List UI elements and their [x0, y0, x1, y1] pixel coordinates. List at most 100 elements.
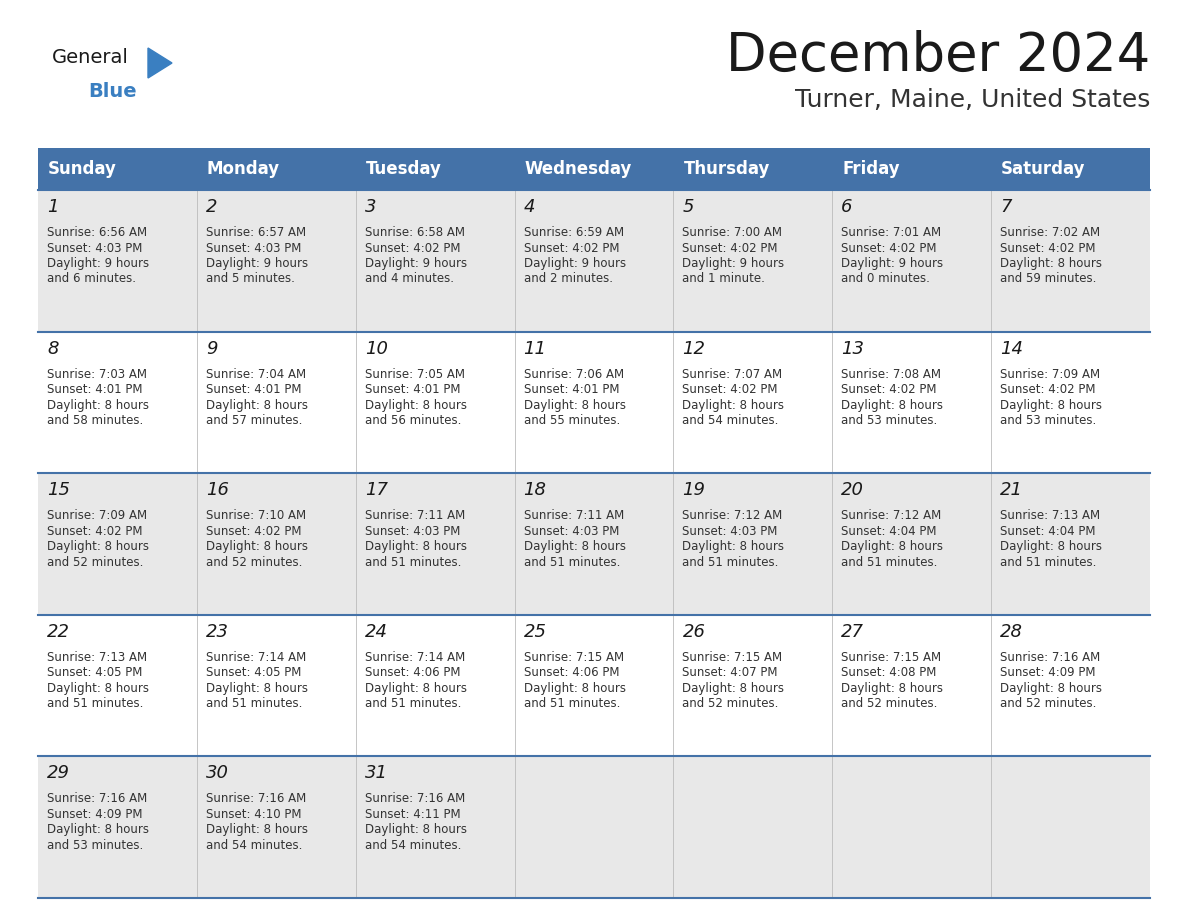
Text: Sunrise: 7:07 AM: Sunrise: 7:07 AM [682, 367, 783, 381]
Text: and 52 minutes.: and 52 minutes. [48, 555, 144, 568]
Text: Sunset: 4:02 PM: Sunset: 4:02 PM [1000, 383, 1095, 396]
Text: Sunset: 4:04 PM: Sunset: 4:04 PM [1000, 525, 1095, 538]
Text: and 51 minutes.: and 51 minutes. [365, 555, 461, 568]
Text: Sunrise: 7:13 AM: Sunrise: 7:13 AM [48, 651, 147, 664]
Text: Sunrise: 7:04 AM: Sunrise: 7:04 AM [206, 367, 307, 381]
Text: and 53 minutes.: and 53 minutes. [48, 839, 144, 852]
Text: 27: 27 [841, 622, 865, 641]
Text: Sunrise: 6:58 AM: Sunrise: 6:58 AM [365, 226, 465, 239]
Text: Daylight: 8 hours: Daylight: 8 hours [524, 682, 626, 695]
Text: Sunset: 4:02 PM: Sunset: 4:02 PM [682, 383, 778, 396]
Text: Turner, Maine, United States: Turner, Maine, United States [795, 88, 1150, 112]
Text: 22: 22 [48, 622, 70, 641]
Text: Sunset: 4:02 PM: Sunset: 4:02 PM [841, 383, 937, 396]
Text: Sunset: 4:07 PM: Sunset: 4:07 PM [682, 666, 778, 679]
Text: and 4 minutes.: and 4 minutes. [365, 273, 454, 285]
Text: December 2024: December 2024 [726, 30, 1150, 82]
Text: Friday: Friday [842, 160, 901, 178]
Text: Blue: Blue [88, 82, 137, 101]
Text: Sunrise: 7:11 AM: Sunrise: 7:11 AM [365, 509, 465, 522]
Text: Daylight: 8 hours: Daylight: 8 hours [841, 682, 943, 695]
Text: 29: 29 [48, 765, 70, 782]
Bar [991, 148, 1150, 190]
Bar [833, 148, 991, 190]
Text: Sunset: 4:05 PM: Sunset: 4:05 PM [48, 666, 143, 679]
Text: Sunrise: 7:14 AM: Sunrise: 7:14 AM [206, 651, 307, 664]
Text: and 51 minutes.: and 51 minutes. [365, 698, 461, 711]
Text: Sunrise: 7:13 AM: Sunrise: 7:13 AM [1000, 509, 1100, 522]
Text: 31: 31 [365, 765, 387, 782]
Text: Sunset: 4:03 PM: Sunset: 4:03 PM [206, 241, 302, 254]
Text: Sunday: Sunday [48, 160, 116, 178]
Text: 14: 14 [1000, 340, 1023, 358]
Text: Daylight: 8 hours: Daylight: 8 hours [48, 398, 148, 411]
Text: Sunrise: 6:59 AM: Sunrise: 6:59 AM [524, 226, 624, 239]
Text: 6: 6 [841, 198, 853, 216]
Text: Sunset: 4:02 PM: Sunset: 4:02 PM [682, 241, 778, 254]
Bar [38, 473, 1150, 615]
Text: 20: 20 [841, 481, 865, 499]
Text: Daylight: 8 hours: Daylight: 8 hours [365, 540, 467, 554]
Text: Sunset: 4:02 PM: Sunset: 4:02 PM [365, 241, 460, 254]
Text: 7: 7 [1000, 198, 1012, 216]
Bar [38, 190, 1150, 331]
Text: Sunrise: 6:57 AM: Sunrise: 6:57 AM [206, 226, 307, 239]
Text: Sunset: 4:10 PM: Sunset: 4:10 PM [206, 808, 302, 821]
Text: Sunset: 4:02 PM: Sunset: 4:02 PM [1000, 241, 1095, 254]
Text: Sunrise: 7:01 AM: Sunrise: 7:01 AM [841, 226, 941, 239]
Bar [38, 148, 197, 190]
Text: Daylight: 8 hours: Daylight: 8 hours [524, 540, 626, 554]
Text: Wednesday: Wednesday [525, 160, 632, 178]
Text: 30: 30 [206, 765, 229, 782]
Text: Daylight: 8 hours: Daylight: 8 hours [1000, 257, 1102, 270]
Text: Daylight: 8 hours: Daylight: 8 hours [682, 398, 784, 411]
Text: 21: 21 [1000, 481, 1023, 499]
Text: Sunset: 4:02 PM: Sunset: 4:02 PM [841, 241, 937, 254]
Text: and 58 minutes.: and 58 minutes. [48, 414, 144, 427]
Text: and 51 minutes.: and 51 minutes. [1000, 555, 1097, 568]
Text: Daylight: 8 hours: Daylight: 8 hours [206, 682, 308, 695]
Text: Sunset: 4:02 PM: Sunset: 4:02 PM [48, 525, 143, 538]
Text: and 55 minutes.: and 55 minutes. [524, 414, 620, 427]
Text: Saturday: Saturday [1001, 160, 1086, 178]
Text: Sunrise: 7:05 AM: Sunrise: 7:05 AM [365, 367, 465, 381]
Text: 19: 19 [682, 481, 706, 499]
Text: Daylight: 8 hours: Daylight: 8 hours [1000, 398, 1102, 411]
Text: Sunset: 4:01 PM: Sunset: 4:01 PM [365, 383, 460, 396]
Text: Daylight: 9 hours: Daylight: 9 hours [48, 257, 150, 270]
Text: Sunset: 4:08 PM: Sunset: 4:08 PM [841, 666, 936, 679]
Text: Sunrise: 7:12 AM: Sunrise: 7:12 AM [841, 509, 942, 522]
Text: 15: 15 [48, 481, 70, 499]
Bar [674, 148, 833, 190]
Text: 17: 17 [365, 481, 387, 499]
Text: 26: 26 [682, 622, 706, 641]
Text: 1: 1 [48, 198, 58, 216]
Text: Daylight: 8 hours: Daylight: 8 hours [48, 682, 148, 695]
Bar [197, 148, 355, 190]
Text: Sunset: 4:01 PM: Sunset: 4:01 PM [206, 383, 302, 396]
Text: 24: 24 [365, 622, 387, 641]
Text: Tuesday: Tuesday [366, 160, 442, 178]
Text: Sunset: 4:04 PM: Sunset: 4:04 PM [841, 525, 937, 538]
Text: and 54 minutes.: and 54 minutes. [365, 839, 461, 852]
Text: Sunrise: 7:16 AM: Sunrise: 7:16 AM [365, 792, 465, 805]
Text: Sunset: 4:05 PM: Sunset: 4:05 PM [206, 666, 302, 679]
Text: 4: 4 [524, 198, 535, 216]
Text: and 51 minutes.: and 51 minutes. [524, 555, 620, 568]
Text: and 52 minutes.: and 52 minutes. [841, 698, 937, 711]
Text: Sunset: 4:03 PM: Sunset: 4:03 PM [48, 241, 143, 254]
Text: Sunrise: 7:08 AM: Sunrise: 7:08 AM [841, 367, 941, 381]
Text: 2: 2 [206, 198, 217, 216]
Text: Daylight: 9 hours: Daylight: 9 hours [524, 257, 626, 270]
Text: and 52 minutes.: and 52 minutes. [682, 698, 779, 711]
Text: 10: 10 [365, 340, 387, 358]
Text: 23: 23 [206, 622, 229, 641]
Text: Sunrise: 7:10 AM: Sunrise: 7:10 AM [206, 509, 307, 522]
Text: 3: 3 [365, 198, 377, 216]
Text: 16: 16 [206, 481, 229, 499]
Text: and 51 minutes.: and 51 minutes. [206, 698, 302, 711]
Text: Sunset: 4:09 PM: Sunset: 4:09 PM [1000, 666, 1095, 679]
Bar [355, 148, 514, 190]
Text: Sunrise: 7:11 AM: Sunrise: 7:11 AM [524, 509, 624, 522]
Text: Sunrise: 7:06 AM: Sunrise: 7:06 AM [524, 367, 624, 381]
